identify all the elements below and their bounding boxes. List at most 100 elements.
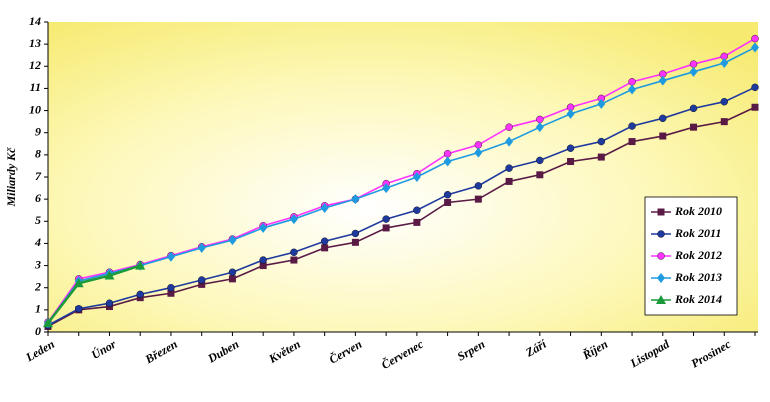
marker [689, 66, 698, 77]
marker [321, 244, 329, 252]
marker [751, 42, 759, 53]
series-line [47, 106, 756, 328]
marker [597, 153, 605, 161]
legend-label: Rok 2013 [674, 270, 722, 284]
marker [597, 98, 606, 109]
marker [658, 75, 667, 86]
marker [720, 98, 728, 106]
marker [751, 34, 759, 43]
marker [413, 206, 421, 214]
y-tick-label: 4 [34, 235, 41, 249]
x-tick-label: Červenec [378, 336, 426, 372]
y-tick-label: 14 [29, 14, 41, 28]
legend-label: Rok 2012 [674, 248, 722, 262]
marker [167, 289, 175, 297]
series-line [47, 46, 756, 324]
marker [628, 122, 636, 130]
x-tick-label: Červen [326, 336, 364, 367]
marker [720, 118, 728, 126]
marker [536, 156, 544, 165]
legend: Rok 2010 Rok 2011 Rok 2012 Rok 2013 Rok 2014 [644, 196, 738, 316]
y-tick-label: 1 [35, 302, 41, 316]
marker [351, 194, 360, 205]
series-line [47, 86, 756, 327]
marker [43, 318, 53, 328]
marker [505, 123, 513, 131]
marker [656, 295, 666, 304]
marker [474, 182, 483, 190]
x-tick-label: Duben [205, 337, 242, 366]
marker [412, 172, 421, 182]
x-tick-label: Říjen [579, 337, 610, 363]
y-tick-label: 5 [35, 213, 41, 227]
marker [167, 284, 175, 292]
marker [751, 83, 759, 92]
marker [659, 114, 667, 123]
marker [228, 235, 237, 246]
x-tick-label: Únor [89, 337, 119, 362]
y-tick-label: 9 [35, 124, 41, 138]
series-line [47, 264, 141, 324]
marker [259, 256, 267, 264]
x-tick-label: Březen [142, 337, 180, 367]
marker [135, 260, 146, 270]
marker [320, 203, 329, 213]
plot-area [48, 22, 758, 332]
marker [228, 268, 237, 276]
y-axis-label: Miliardy Kč [4, 147, 18, 208]
marker [259, 262, 267, 270]
legend-label: Rok 2014 [674, 292, 722, 306]
legend-label: Rok 2011 [674, 226, 721, 240]
marker [505, 164, 513, 172]
marker [689, 60, 698, 68]
series-line [47, 37, 756, 323]
y-tick-label: 11 [30, 80, 41, 94]
marker [136, 290, 144, 299]
marker [657, 273, 665, 283]
y-tick-label: 8 [35, 147, 41, 161]
y-tick-label: 13 [29, 36, 41, 50]
marker [290, 256, 298, 264]
marker [720, 57, 729, 68]
x-tick-label: Leden [22, 337, 57, 365]
marker [443, 150, 452, 158]
marker [104, 270, 115, 280]
marker [290, 248, 298, 256]
marker [657, 208, 665, 216]
marker [536, 171, 544, 179]
marker [289, 214, 298, 225]
marker [505, 177, 513, 185]
marker [566, 144, 575, 152]
marker [657, 252, 665, 260]
marker [166, 251, 175, 262]
marker [382, 215, 390, 223]
marker [597, 137, 606, 146]
marker [505, 136, 514, 147]
marker [536, 115, 544, 124]
marker [628, 138, 636, 146]
marker [474, 147, 483, 158]
marker [535, 122, 544, 133]
marker [628, 78, 636, 86]
y-tick-label: 12 [29, 58, 41, 72]
marker [382, 183, 391, 194]
marker [197, 242, 206, 253]
marker [320, 237, 329, 245]
marker [567, 158, 575, 165]
marker [228, 275, 236, 283]
marker [474, 141, 483, 149]
x-tick-label: Srpen [455, 337, 488, 364]
marker [659, 132, 667, 140]
marker [197, 276, 206, 284]
marker [751, 103, 759, 111]
marker [73, 278, 84, 288]
marker [444, 198, 452, 206]
marker [628, 84, 637, 95]
marker [443, 156, 452, 167]
marker [566, 108, 575, 119]
marker [413, 218, 421, 226]
y-tick-label: 2 [34, 279, 41, 293]
marker [75, 305, 83, 313]
y-tick-label: 6 [35, 191, 41, 205]
